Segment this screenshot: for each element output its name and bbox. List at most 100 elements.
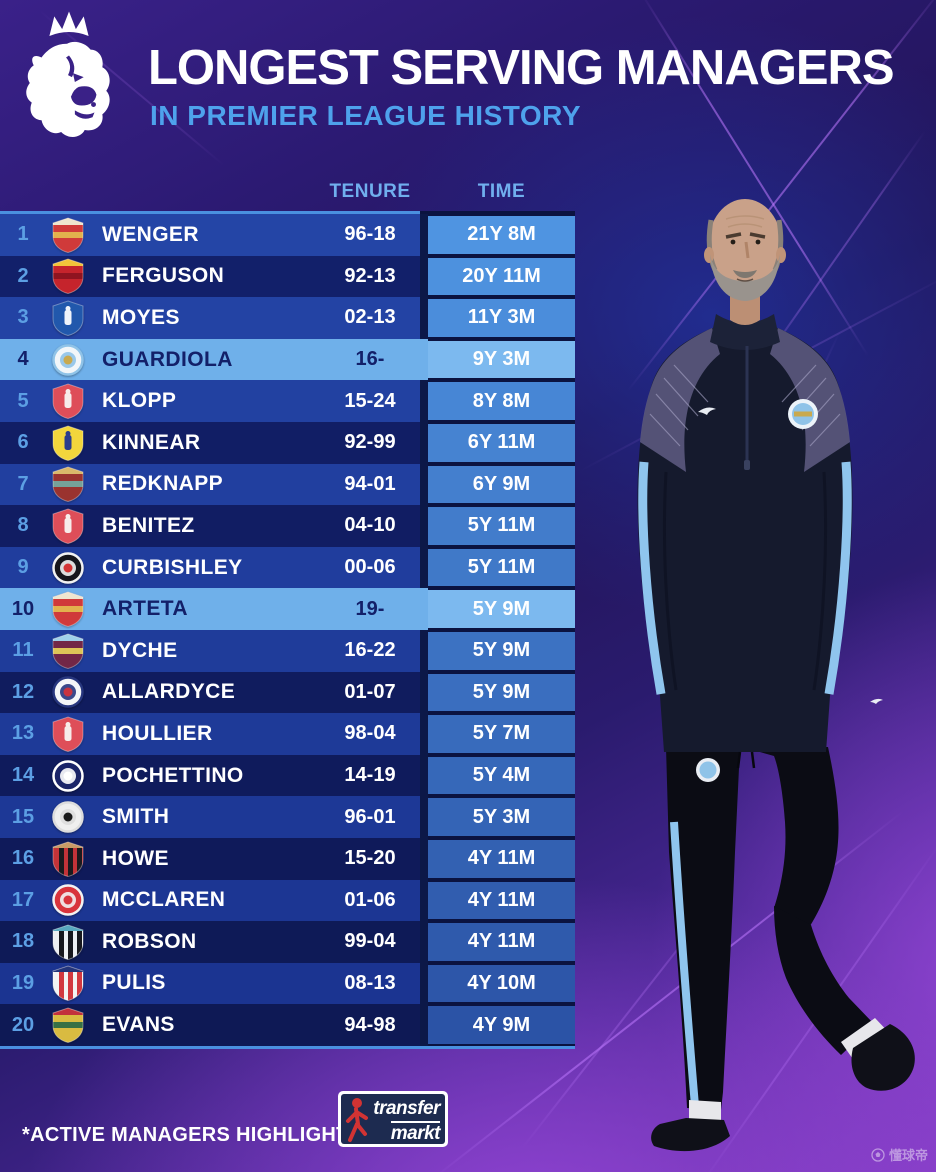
west-ham-united-crest-icon xyxy=(46,464,90,506)
table-row: 1 WENGER 96-18 21Y 8M xyxy=(0,214,575,256)
time-value: 6Y 11M xyxy=(428,423,575,462)
table-row: 8 BENITEZ 04-10 5Y 11M xyxy=(0,505,575,547)
time-cell-frame: 4Y 11M xyxy=(428,879,575,922)
table-row: 14 POCHETTINO 14-19 5Y 4M xyxy=(0,754,575,797)
manager-name: CURBISHLEY xyxy=(102,555,243,579)
time-value: 5Y 9M xyxy=(428,631,575,670)
column-header-time: TIME xyxy=(477,181,526,202)
tenure-value: 15-24 xyxy=(344,389,396,412)
column-gap xyxy=(420,505,428,547)
time-cell-frame: 21Y 8M xyxy=(428,214,575,256)
stoke-city-crest-icon xyxy=(46,963,90,1005)
column-gap xyxy=(420,1004,428,1046)
time-value: 21Y 8M xyxy=(428,216,575,254)
rank-number: 18 xyxy=(11,930,35,953)
time-cell-frame: 4Y 11M xyxy=(428,837,575,880)
column-gap xyxy=(420,671,428,714)
time-value: 9Y 3M xyxy=(428,340,575,379)
table-row: 6 KINNEAR 92-99 6Y 11M xyxy=(0,421,575,464)
arsenal-crest-icon xyxy=(46,588,90,630)
tenure-value: 96-18 xyxy=(344,223,396,246)
time-value: 4Y 9M xyxy=(428,1006,575,1044)
column-gap xyxy=(420,796,428,838)
table-row: 20 EVANS 94-98 4Y 9M xyxy=(0,1004,575,1046)
rank-number: 9 xyxy=(17,556,29,579)
burnley-crest-icon xyxy=(46,630,90,672)
column-gap xyxy=(420,837,428,880)
time-cell-frame: 5Y 9M xyxy=(428,588,575,630)
time-value: 5Y 9M xyxy=(428,673,575,712)
time-cell-frame: 4Y 10M xyxy=(428,962,575,1005)
time-cell-frame: 9Y 3M xyxy=(428,338,575,381)
rank-number: 10 xyxy=(11,597,35,620)
rank-number: 2 xyxy=(17,264,29,287)
manager-name: MOYES xyxy=(102,305,180,329)
tenure-value: 94-01 xyxy=(344,472,396,495)
everton-crest-icon xyxy=(46,297,90,339)
table-row: 13 HOULLIER 98-04 5Y 7M xyxy=(0,713,575,755)
table-row: 9 CURBISHLEY 00-06 5Y 11M xyxy=(0,546,575,589)
tenure-value: 16-22 xyxy=(344,639,396,662)
tenure-value: 01-06 xyxy=(344,888,396,911)
time-value: 4Y 10M xyxy=(428,964,575,1003)
column-gap xyxy=(420,214,428,256)
time-cell-frame: 6Y 11M xyxy=(428,421,575,464)
column-gap xyxy=(420,754,428,797)
rank-number: 13 xyxy=(11,722,35,745)
rank-number: 16 xyxy=(11,847,35,870)
column-gap xyxy=(420,338,428,381)
tenure-value: 04-10 xyxy=(344,514,396,537)
manchester-city-crest-icon xyxy=(46,339,90,381)
tenure-value: 02-13 xyxy=(344,306,396,329)
guardiola-photo xyxy=(637,199,915,1152)
time-cell-frame: 11Y 3M xyxy=(428,297,575,339)
manager-name: KLOPP xyxy=(102,389,177,413)
derby-county-crest-icon xyxy=(46,796,90,838)
time-value: 6Y 9M xyxy=(428,465,575,504)
manchester-united-crest-icon xyxy=(46,256,90,298)
rank-number: 11 xyxy=(12,639,34,662)
time-cell-frame: 4Y 9M xyxy=(428,1004,575,1046)
table-row: 2 FERGUSON 92-13 20Y 11M xyxy=(0,255,575,298)
time-cell-frame: 6Y 9M xyxy=(428,463,575,506)
rank-number: 12 xyxy=(11,680,35,703)
tenure-value: 16- xyxy=(355,348,385,371)
manager-name: GUARDIOLA xyxy=(102,347,233,371)
time-value: 5Y 9M xyxy=(428,590,575,628)
active-managers-note: *ACTIVE MANAGERS HIGHLIGHTED xyxy=(22,1124,378,1146)
transfermarkt-wordmark-top: transfer xyxy=(373,1098,440,1119)
wimbledon-crest-icon xyxy=(46,422,90,464)
time-cell-frame: 8Y 8M xyxy=(428,380,575,422)
time-value: 5Y 11M xyxy=(428,548,575,587)
time-cell-frame: 5Y 4M xyxy=(428,754,575,797)
table-row: 15 SMITH 96-01 5Y 3M xyxy=(0,796,575,838)
table-row: 7 REDKNAPP 94-01 6Y 9M xyxy=(0,463,575,506)
manager-name: MCCLAREN xyxy=(102,888,226,912)
rank-number: 4 xyxy=(17,348,29,371)
table-row: 10 ARTETA 19- 5Y 9M xyxy=(0,588,575,630)
rank-number: 6 xyxy=(17,431,29,454)
table-row: 19 PULIS 08-13 4Y 10M xyxy=(0,962,575,1005)
rank-number: 15 xyxy=(11,805,35,828)
time-cell-frame: 5Y 11M xyxy=(428,505,575,547)
tenure-value: 19- xyxy=(355,597,385,620)
rank-number: 19 xyxy=(11,971,35,994)
manager-name: ARTETA xyxy=(102,597,189,621)
table-row: 3 MOYES 02-13 11Y 3M xyxy=(0,297,575,339)
tenure-value: 01-07 xyxy=(344,680,396,703)
liverpool-crest-icon xyxy=(46,1004,90,1046)
manager-name: HOULLIER xyxy=(102,721,213,745)
liverpool-crest-icon xyxy=(46,380,90,422)
time-value: 5Y 3M xyxy=(428,798,575,836)
tenure-value: 00-06 xyxy=(344,556,396,579)
rank-number: 8 xyxy=(17,514,29,537)
table-rows: 1 WENGER 96-18 21Y 8M 2 FERGUSON 92-13 20Y 11M 3… xyxy=(0,214,575,1046)
rank-number: 1 xyxy=(17,223,29,246)
page-subtitle: IN PREMIER LEAGUE HISTORY xyxy=(150,100,581,131)
column-gap xyxy=(420,463,428,506)
tenure-value: 14-19 xyxy=(344,764,396,787)
table-row: 17 MCCLAREN 01-06 4Y 11M xyxy=(0,879,575,922)
time-cell-frame: 5Y 7M xyxy=(428,713,575,755)
column-gap xyxy=(420,629,428,672)
